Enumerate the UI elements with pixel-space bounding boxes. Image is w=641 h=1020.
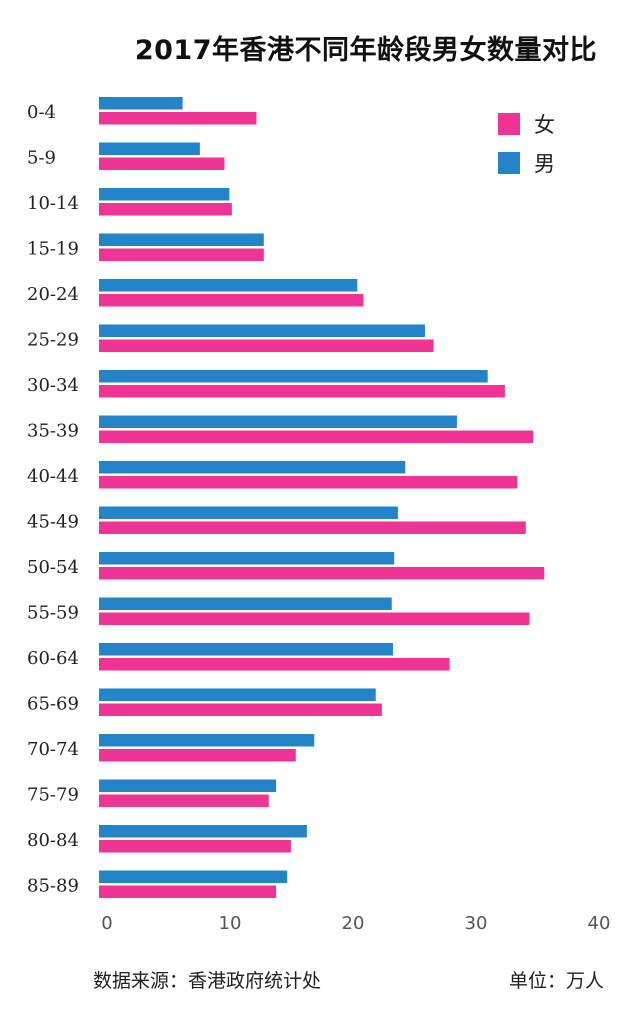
legend: 女男 xyxy=(498,113,555,176)
unit-note: 单位：万人 xyxy=(508,970,604,992)
x-tick-label-0: 0 xyxy=(101,913,112,934)
bar-female-45-49 xyxy=(99,521,526,534)
x-tick-label-40: 40 xyxy=(588,913,611,934)
category-label-20-24: 20-24 xyxy=(27,284,79,305)
bar-female-65-69 xyxy=(99,703,382,716)
category-label-35-39: 35-39 xyxy=(27,420,79,441)
bar-male-30-34 xyxy=(99,370,488,383)
category-label-60-64: 60-64 xyxy=(27,648,79,669)
data-source-note: 数据来源：香港政府统计处 xyxy=(93,970,322,992)
bar-male-60-64 xyxy=(99,643,393,656)
x-tick-label-30: 30 xyxy=(465,913,488,934)
bar-female-25-29 xyxy=(99,339,434,352)
bar-female-10-14 xyxy=(99,203,232,216)
bar-female-55-59 xyxy=(99,612,530,625)
category-label-40-44: 40-44 xyxy=(27,466,79,487)
bar-male-85-89 xyxy=(99,870,288,883)
category-labels: 0-4 5-9 10-14 15-19 20-24 25-29 30-34 35-39 40-4… xyxy=(27,102,79,897)
category-label-70-74: 70-74 xyxy=(27,739,79,760)
bar-male-35-39 xyxy=(99,415,457,428)
bar-male-40-44 xyxy=(99,461,406,474)
bar-female-15-19 xyxy=(99,248,264,261)
category-label-10-14: 10-14 xyxy=(27,193,79,214)
bar-female-75-79 xyxy=(99,794,269,807)
x-axis-ticks: 0 10 20 30 40 xyxy=(101,913,610,934)
bar-male-5-9 xyxy=(99,142,200,155)
category-label-25-29: 25-29 xyxy=(27,329,79,350)
x-tick-label-10: 10 xyxy=(219,913,242,934)
category-label-75-79: 75-79 xyxy=(27,784,79,805)
category-label-80-84: 80-84 xyxy=(27,830,79,851)
bar-male-10-14 xyxy=(99,188,230,201)
bar-male-65-69 xyxy=(99,688,376,701)
bar-male-0-4 xyxy=(99,97,183,110)
chart-title: 2017年香港不同年龄段男女数量对比 xyxy=(134,35,597,66)
bar-female-35-39 xyxy=(99,430,534,443)
bar-female-20-24 xyxy=(99,294,364,307)
category-label-85-89: 85-89 xyxy=(27,875,79,896)
category-label-30-34: 30-34 xyxy=(27,375,79,396)
legend-swatch-male xyxy=(498,152,520,174)
category-label-55-59: 55-59 xyxy=(27,602,79,623)
bar-female-60-64 xyxy=(99,658,450,671)
bar-female-40-44 xyxy=(99,476,518,489)
category-label-0-4: 0-4 xyxy=(27,102,56,123)
bar-female-50-54 xyxy=(99,567,545,580)
bars-layer xyxy=(99,97,545,898)
bar-female-30-34 xyxy=(99,385,505,398)
bar-female-70-74 xyxy=(99,749,296,762)
bar-male-75-79 xyxy=(99,779,277,792)
category-label-15-19: 15-19 xyxy=(27,238,79,259)
category-label-65-69: 65-69 xyxy=(27,693,79,714)
category-label-45-49: 45-49 xyxy=(27,511,79,532)
category-label-50-54: 50-54 xyxy=(27,557,79,578)
bar-female-5-9 xyxy=(99,157,225,170)
bar-male-25-29 xyxy=(99,324,425,337)
bar-male-70-74 xyxy=(99,734,315,747)
bar-male-20-24 xyxy=(99,279,358,292)
bar-female-85-89 xyxy=(99,885,277,898)
legend-label-female: 女 xyxy=(534,113,555,137)
bar-male-45-49 xyxy=(99,506,398,519)
bar-male-55-59 xyxy=(99,597,392,610)
bar-male-50-54 xyxy=(99,552,395,565)
bar-male-80-84 xyxy=(99,825,307,838)
bar-male-15-19 xyxy=(99,233,264,246)
legend-label-male: 男 xyxy=(534,152,555,176)
category-label-5-9: 5-9 xyxy=(27,147,56,168)
bar-female-80-84 xyxy=(99,840,291,853)
bar-female-0-4 xyxy=(99,112,257,125)
legend-swatch-female xyxy=(498,113,520,135)
x-tick-label-20: 20 xyxy=(342,913,365,934)
